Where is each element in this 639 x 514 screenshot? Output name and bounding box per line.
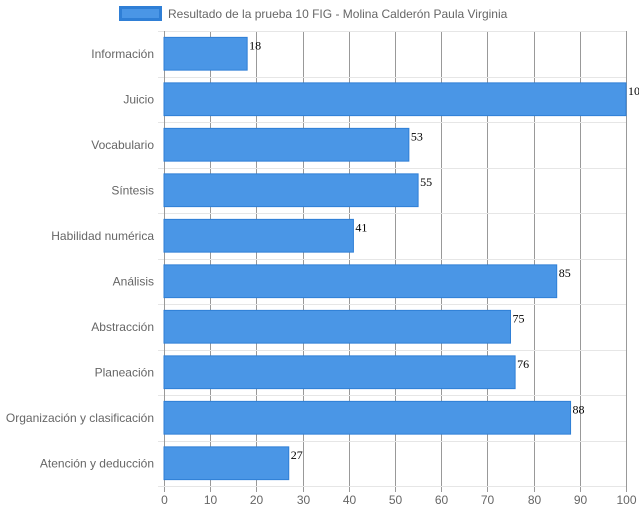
category-label: Síntesis xyxy=(111,183,154,197)
bar[interactable] xyxy=(163,400,572,435)
bar-value-label: 76 xyxy=(517,357,529,371)
bar-value-label: 55 xyxy=(420,175,432,189)
bar[interactable] xyxy=(163,218,354,253)
category-label: Planeación xyxy=(95,365,154,379)
x-tick-label: 60 xyxy=(435,493,449,507)
x-tick-label: 80 xyxy=(528,493,542,507)
bar[interactable] xyxy=(163,355,516,390)
bar[interactable] xyxy=(163,173,419,208)
bar[interactable] xyxy=(163,82,627,117)
x-tick-label: 50 xyxy=(389,493,403,507)
value-axis: 0 10 20 30 40 50 60 70 80 90 100 xyxy=(161,493,637,507)
bar-value-label: 53 xyxy=(411,129,423,143)
bar-value-label: 18 xyxy=(249,38,261,52)
x-tick-label: 10 xyxy=(204,493,218,507)
category-label: Información xyxy=(91,47,154,61)
legend-label: Resultado de la prueba 10 FIG - Molina C… xyxy=(168,7,508,21)
x-tick-label: 90 xyxy=(574,493,588,507)
category-axis: Información Juicio Vocabulario Síntesis Habi… xyxy=(6,47,154,471)
category-label: Organización y clasificación xyxy=(6,411,154,425)
x-tick-label: 40 xyxy=(343,493,357,507)
bar[interactable] xyxy=(163,36,248,71)
bar-value-label: 88 xyxy=(573,402,585,416)
x-tick-label: 20 xyxy=(250,493,264,507)
category-label: Vocabulario xyxy=(91,138,154,152)
category-label: Análisis xyxy=(113,274,154,288)
bar[interactable] xyxy=(163,309,511,344)
bar-value-label: 100 xyxy=(628,84,639,98)
legend[interactable]: Resultado de la prueba 10 FIG - Molina C… xyxy=(119,6,508,21)
x-tick-label: 70 xyxy=(481,493,495,507)
category-label: Atención y deducción xyxy=(40,456,154,470)
x-tick-label: 0 xyxy=(161,493,168,507)
legend-swatch xyxy=(119,6,162,21)
x-tick-label: 30 xyxy=(297,493,311,507)
bar[interactable] xyxy=(163,446,290,481)
category-label: Habilidad numérica xyxy=(51,229,154,243)
bar-value-label: 85 xyxy=(559,266,571,280)
bar-value-label: 27 xyxy=(291,448,303,462)
bar[interactable] xyxy=(163,264,558,299)
bar[interactable] xyxy=(163,127,410,162)
category-label: Juicio xyxy=(123,92,154,106)
bar-value-label: 75 xyxy=(513,311,525,325)
bar-value-label: 41 xyxy=(355,220,367,234)
category-label: Abstracción xyxy=(91,320,154,334)
x-tick-label: 100 xyxy=(616,493,636,507)
bars: 18 100 53 55 41 85 75 76 88 27 xyxy=(163,36,639,481)
